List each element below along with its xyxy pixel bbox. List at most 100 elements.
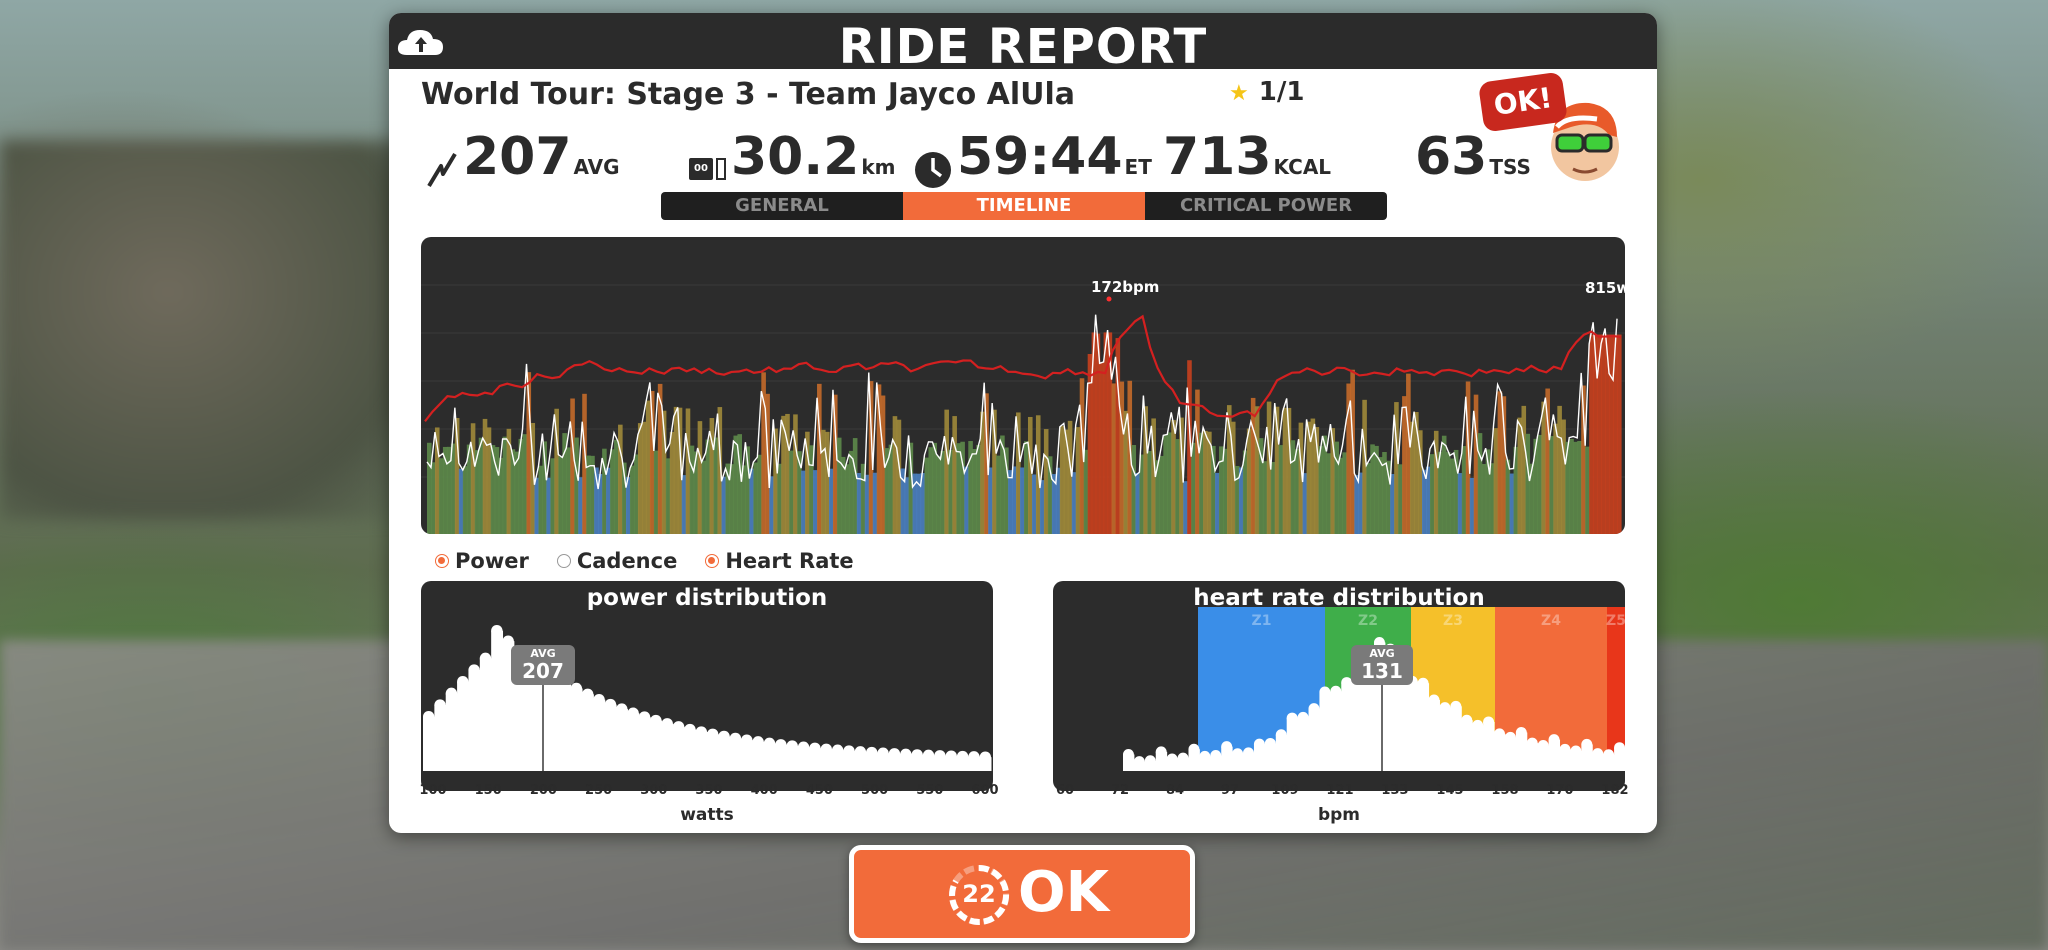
power-bar — [1310, 418, 1316, 534]
power-dist-cap — [979, 751, 991, 763]
power-bar — [482, 418, 488, 534]
power-avg-value: 207 — [522, 659, 564, 683]
power-bar — [1298, 422, 1304, 534]
tab-general[interactable]: GENERAL — [735, 195, 829, 216]
power-bar — [427, 442, 432, 534]
cloud-upload-icon[interactable] — [395, 25, 447, 59]
power-x-label: watts — [680, 805, 734, 825]
power-bar — [673, 406, 679, 534]
clock-icon — [915, 151, 951, 188]
power-bar — [1012, 466, 1017, 534]
power-bar — [641, 421, 647, 534]
hr-dist-cap — [1133, 756, 1145, 768]
hr-dist-cap — [1221, 741, 1233, 753]
power-bar — [506, 428, 512, 534]
panel-header: RIDE REPORT — [389, 13, 1657, 75]
power-bar — [789, 450, 794, 534]
power-bar — [992, 409, 997, 534]
power-dist-bar — [888, 753, 901, 771]
hr-dist-cap — [1297, 711, 1309, 723]
power-bar — [1326, 453, 1332, 534]
power-bar — [1422, 469, 1427, 534]
power-bar — [1067, 420, 1073, 534]
legend-heart-rate[interactable]: Heart Rate — [705, 549, 854, 573]
stat-tss: 63 TSS — [1415, 127, 1531, 187]
power-bar — [677, 407, 683, 534]
power-dist-bar — [695, 732, 708, 771]
power-bar — [1318, 446, 1324, 534]
hr-dist-bar — [1428, 699, 1440, 771]
power-bar — [1545, 388, 1550, 534]
legend-cadence[interactable]: Cadence — [556, 549, 677, 573]
power-bar — [1039, 480, 1045, 534]
power-bar — [1234, 465, 1240, 534]
power-bar — [1573, 441, 1578, 534]
power-bar — [1565, 441, 1570, 534]
power-bar — [1250, 397, 1256, 534]
hr-x-tick: 72 — [1110, 783, 1130, 798]
power-bar — [470, 423, 476, 534]
power-bar — [1254, 406, 1260, 534]
hr-x-tick: 158 — [1491, 783, 1519, 798]
power-bar — [900, 468, 906, 534]
power-bar — [1561, 419, 1566, 534]
power-bar — [749, 468, 754, 534]
power-bar — [709, 418, 715, 534]
power-dist-bar — [956, 756, 969, 771]
power-bar — [434, 427, 440, 534]
power-dist-cap — [468, 664, 480, 676]
power-dist-bar — [945, 756, 958, 771]
hr-dist-bar — [1395, 670, 1408, 771]
tab-timeline[interactable]: TIMELINE — [903, 192, 1145, 220]
power-bar — [976, 444, 981, 534]
hr-x-tick: 84 — [1165, 783, 1185, 798]
hr-x-tick: 145 — [1436, 783, 1464, 798]
power-bar — [534, 477, 540, 534]
power-dist-cap — [479, 652, 492, 665]
power-dist-cap — [809, 742, 821, 754]
power-bar — [1457, 473, 1463, 534]
cadence-radio[interactable] — [556, 554, 571, 568]
power-bar — [733, 435, 739, 534]
power-bar — [610, 449, 615, 534]
power-bar — [1374, 445, 1379, 534]
power-dist-cap — [684, 723, 696, 736]
power-bar — [1151, 418, 1156, 534]
power-bar — [1246, 428, 1252, 534]
power-bar — [1557, 405, 1562, 534]
ok-button[interactable]: 22 OK — [849, 845, 1195, 943]
power-bar — [809, 445, 814, 534]
power-bar — [940, 450, 945, 534]
heart-rate-radio[interactable] — [705, 554, 720, 568]
power-avg-marker: AVG 207 — [511, 645, 575, 685]
hr-avg-label: AVG — [1369, 647, 1395, 660]
power-dist-bar — [752, 741, 765, 771]
hr-dist-cap — [1548, 734, 1560, 746]
power-dist-bar — [502, 641, 515, 771]
power-dist-cap — [434, 699, 446, 711]
distance-unit: km — [861, 155, 896, 179]
power-dist-cap — [843, 745, 855, 757]
power-bar — [960, 441, 965, 534]
ride-name: World Tour: Stage 3 - Team Jayco AlUla — [421, 77, 1076, 112]
power-bar — [840, 456, 846, 534]
hr-dist-bar — [1199, 756, 1211, 771]
legend-power[interactable]: Power — [435, 549, 529, 573]
power-bar — [932, 442, 938, 534]
power-radio[interactable] — [435, 554, 449, 568]
power-dist-bar — [968, 756, 981, 771]
hr-dist-cap — [1308, 703, 1320, 715]
power-bar — [848, 450, 854, 534]
power-bar — [1063, 429, 1069, 534]
power-bar — [1099, 362, 1105, 534]
power-bar — [1314, 427, 1320, 534]
power-bar — [1445, 452, 1451, 534]
power-bar — [1059, 426, 1065, 534]
tab-critical-power[interactable]: CRITICAL POWER — [1179, 195, 1353, 216]
hr-dist-bar — [1570, 750, 1582, 771]
hr-avg-marker: AVG 131 — [1351, 645, 1413, 685]
power-bar — [550, 458, 555, 534]
power-dist-bar — [934, 755, 947, 771]
power-bar — [836, 437, 842, 534]
power-dist-cap — [900, 748, 912, 761]
